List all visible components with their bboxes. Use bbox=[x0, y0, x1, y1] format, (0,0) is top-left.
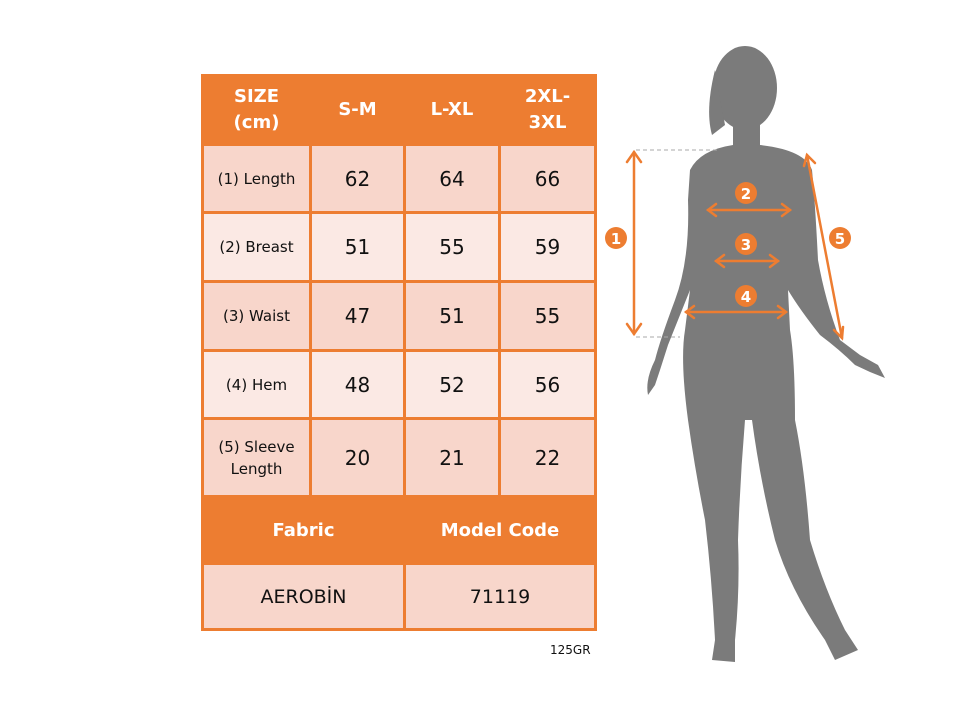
row-label: (3) Waist bbox=[201, 280, 312, 352]
cell: 48 bbox=[309, 349, 406, 420]
cell: 20 bbox=[309, 417, 406, 498]
row-label: (4) Hem bbox=[201, 349, 312, 420]
model-code-label: Model Code bbox=[403, 495, 597, 565]
measurement-arrows bbox=[625, 149, 845, 341]
cell: 51 bbox=[403, 280, 501, 352]
model-code-value: 71119 bbox=[403, 562, 597, 631]
fabric-value: AEROBİN bbox=[201, 562, 406, 631]
table-row: (4) Hem 48 52 56 bbox=[201, 349, 597, 420]
header-row: SIZE (cm) S-M L-XL 2XL-3XL bbox=[201, 74, 597, 146]
header-2xl-3xl: 2XL-3XL bbox=[498, 74, 597, 146]
row-label: (1) Length bbox=[201, 143, 312, 214]
measurement-markers: 1 2 3 4 5 bbox=[605, 182, 851, 307]
header-l-xl: L-XL bbox=[403, 74, 501, 146]
fabric-header-row: Fabric Model Code bbox=[201, 495, 597, 565]
cell: 64 bbox=[403, 143, 501, 214]
fabric-value-row: AEROBİN 71119 bbox=[201, 562, 597, 631]
marker-4: 4 bbox=[741, 288, 751, 306]
table-row: (2) Breast 51 55 59 bbox=[201, 211, 597, 283]
header-size: SIZE (cm) bbox=[201, 74, 312, 146]
marker-1: 1 bbox=[611, 230, 621, 248]
cell: 66 bbox=[498, 143, 597, 214]
cell: 22 bbox=[498, 417, 597, 498]
size-chart-table: SIZE (cm) S-M L-XL 2XL-3XL (1) Length 62… bbox=[201, 74, 597, 631]
row-label: (2) Breast bbox=[201, 211, 312, 283]
fabric-label: Fabric bbox=[201, 495, 406, 565]
cell: 55 bbox=[498, 280, 597, 352]
body-measurement-figure: 1 2 3 4 5 bbox=[605, 46, 885, 662]
weight-label: 125GR bbox=[550, 643, 591, 657]
cell: 52 bbox=[403, 349, 501, 420]
marker-5: 5 bbox=[835, 230, 845, 248]
woman-silhouette bbox=[647, 46, 885, 662]
marker-2: 2 bbox=[741, 185, 751, 203]
cell: 59 bbox=[498, 211, 597, 283]
header-s-m: S-M bbox=[309, 74, 406, 146]
table-row: (5) Sleeve Length 20 21 22 bbox=[201, 417, 597, 498]
table-row: (1) Length 62 64 66 bbox=[201, 143, 597, 214]
cell: 62 bbox=[309, 143, 406, 214]
cell: 55 bbox=[403, 211, 501, 283]
cell: 21 bbox=[403, 417, 501, 498]
guide-lines bbox=[636, 149, 720, 338]
marker-3: 3 bbox=[741, 236, 751, 254]
table-row: (3) Waist 47 51 55 bbox=[201, 280, 597, 352]
cell: 51 bbox=[309, 211, 406, 283]
row-label: (5) Sleeve Length bbox=[201, 417, 312, 498]
cell: 47 bbox=[309, 280, 406, 352]
cell: 56 bbox=[498, 349, 597, 420]
